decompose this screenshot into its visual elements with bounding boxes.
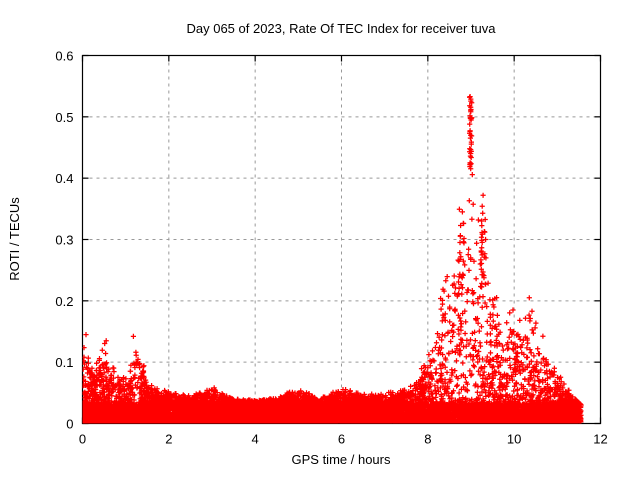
- y-tick-label: 0.1: [55, 355, 73, 370]
- y-tick-labels: 0 0.1 0.2 0.3 0.4 0.5 0.6: [55, 49, 73, 432]
- y-tick-label: 0.2: [55, 294, 73, 309]
- x-tick-label: 12: [593, 432, 607, 447]
- x-tick-label: 4: [252, 432, 259, 447]
- x-tick-label: 10: [507, 432, 521, 447]
- x-axis-label: GPS time / hours: [292, 452, 391, 467]
- x-tick-label: 0: [79, 432, 86, 447]
- y-axis-label: ROTI / TECUs: [7, 197, 22, 281]
- y-tick-label: 0.6: [55, 49, 73, 64]
- y-tick-label: 0.4: [55, 171, 73, 186]
- x-tick-label: 6: [338, 432, 345, 447]
- y-tick-label: 0: [66, 417, 73, 432]
- x-tick-label: 2: [165, 432, 172, 447]
- grid-lines: [82, 55, 601, 424]
- page-title: Day 065 of 2023, Rate Of TEC Index for r…: [186, 21, 496, 36]
- x-tick-labels: 0 2 4 6 8 10 12: [79, 432, 608, 447]
- y-tick-label: 0.3: [55, 233, 73, 248]
- data-markers: [82, 94, 584, 424]
- x-tick-label: 8: [424, 432, 431, 447]
- y-tick-label: 0.5: [55, 110, 73, 125]
- scatter-points: [82, 94, 584, 424]
